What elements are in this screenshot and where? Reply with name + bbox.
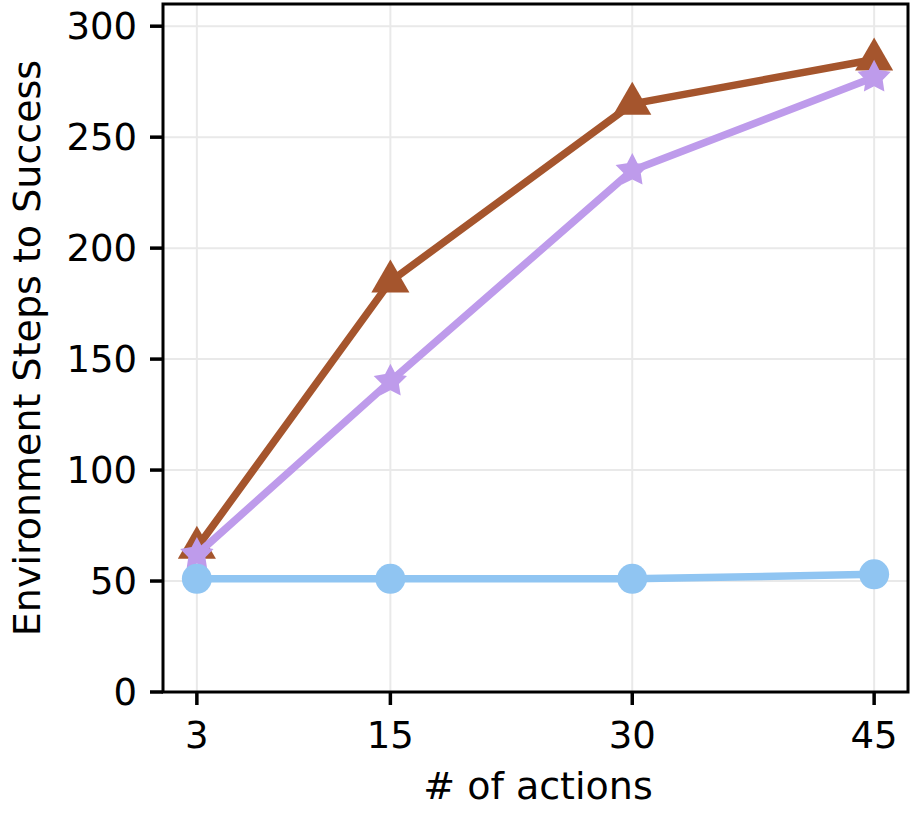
y-tick-label: 200 (66, 227, 137, 270)
x-tick-label: 15 (367, 714, 414, 757)
line-chart-figure: 3 15 30 45 0 50 100 150 200 250 300 Environment St… (0, 0, 914, 822)
y-tick-label: 250 (66, 116, 137, 159)
y-tick-label: 0 (113, 671, 137, 714)
x-tick-label: 30 (609, 714, 656, 757)
y-tick-label: 300 (66, 5, 137, 48)
x-tick-label: 3 (185, 714, 209, 757)
y-tick-label: 100 (66, 449, 137, 492)
x-tick-label: 45 (851, 714, 898, 757)
marker-circle-circle-series (617, 564, 647, 594)
series-line-circle-series (197, 574, 874, 578)
series-line-triangle-series (197, 59, 874, 547)
y-axis-label: Environment Steps to Success (5, 60, 49, 636)
series-line-star-series (197, 77, 874, 554)
marker-circle-circle-series (375, 564, 405, 594)
marker-circle-circle-series (182, 564, 212, 594)
y-tick-label: 150 (66, 338, 137, 381)
chart-canvas: 3 15 30 45 0 50 100 150 200 250 300 (0, 0, 914, 822)
y-tick-label: 50 (90, 560, 137, 603)
marker-circle-circle-series (859, 559, 889, 589)
x-axis-label: # of actions (423, 764, 652, 808)
